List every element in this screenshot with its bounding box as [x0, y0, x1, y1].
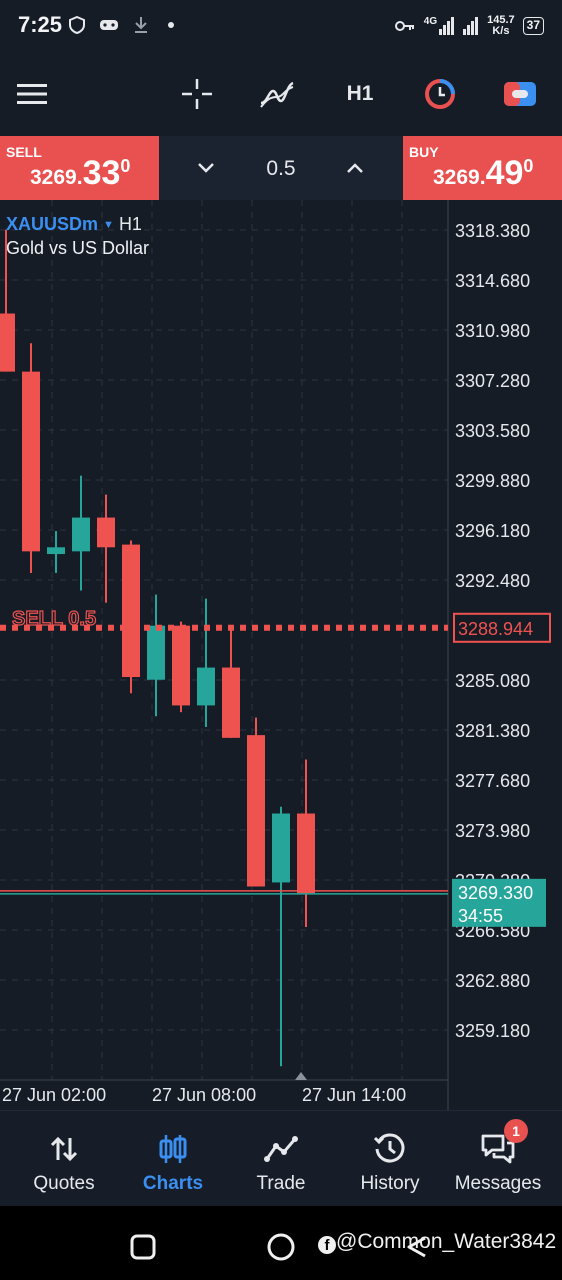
symbol-dropdown-icon: ▼: [103, 219, 114, 231]
current-price-label: 3269.330: [458, 883, 533, 903]
candle-body: [97, 517, 115, 548]
countdown-label: 34:55: [458, 906, 503, 926]
one-click-trading-icon: [504, 82, 536, 106]
trade-panel: SELL 3269.330 0.5 BUY 3269.490: [0, 136, 562, 200]
watermark: f @Common_Water3842: [318, 1230, 556, 1254]
lot-size-value[interactable]: 0.5: [266, 157, 296, 180]
price-tick-label: 3277.680: [455, 771, 530, 791]
crosshair-icon: [182, 79, 212, 109]
price-chart[interactable]: 3318.380 3314.680 3310.980 3307.280 3303.580…: [0, 200, 562, 1110]
sell-button[interactable]: SELL 3269.330: [0, 136, 159, 200]
price-tick-label: 3299.880: [455, 471, 530, 491]
symbol-name: XAUUSDm: [6, 214, 99, 234]
download-icon: [135, 17, 147, 33]
symbol-label[interactable]: XAUUSDm ▼ H1: [6, 214, 142, 235]
status-bar: 7:25 4G 145.7 K/s 37: [0, 0, 562, 52]
candle-body: [147, 625, 165, 680]
battery-indicator: 37: [522, 17, 544, 35]
order-line-label: SELL 0.5: [12, 608, 96, 630]
scroll-marker-icon: [295, 1072, 307, 1080]
candle-body: [0, 313, 15, 372]
home-button[interactable]: [267, 1233, 295, 1261]
candle-body: [197, 667, 215, 706]
price-tick-label: 3307.280: [455, 371, 530, 391]
nav-messages[interactable]: 1 Messages: [442, 1111, 554, 1207]
shield-icon: [69, 16, 85, 34]
messages-badge: 1: [504, 1119, 528, 1143]
nav-charts[interactable]: Charts: [117, 1111, 229, 1207]
timeframe-button[interactable]: H1: [346, 82, 374, 105]
nav-quotes[interactable]: Quotes: [8, 1111, 120, 1207]
price-tick-label: 3262.880: [455, 971, 530, 991]
trade-icon: [263, 1131, 299, 1167]
order-price-label: 3288.944: [458, 619, 533, 639]
price-tick-label: 3314.680: [455, 271, 530, 291]
nav-history[interactable]: History: [334, 1111, 446, 1207]
price-tick-label: 3281.380: [455, 721, 530, 741]
price-tick-label: 3296.180: [455, 521, 530, 541]
key-icon: [394, 21, 414, 31]
gamepad-icon: [100, 20, 118, 30]
buy-price: 3269.490: [433, 154, 534, 192]
price-tick-label: 3259.180: [455, 1021, 530, 1041]
clock-button[interactable]: [422, 76, 458, 112]
time-tick-label: 27 Jun 02:00: [2, 1085, 106, 1105]
time-tick-label: 27 Jun 08:00: [152, 1085, 256, 1105]
candle-body: [247, 735, 265, 887]
order-price-box: [453, 612, 551, 643]
nav-trade[interactable]: Trade: [225, 1111, 337, 1207]
candle-body: [272, 813, 290, 883]
candle-body: [172, 625, 190, 706]
price-tick-label: 3318.380: [455, 221, 530, 241]
back-button[interactable]: [405, 1235, 429, 1259]
chevron-down-icon: [198, 163, 214, 173]
history-icon: [372, 1131, 408, 1167]
messages-icon: [480, 1131, 516, 1167]
one-click-trading-button[interactable]: [502, 76, 538, 112]
sell-label: SELL: [6, 144, 42, 160]
recents-button[interactable]: [130, 1234, 156, 1260]
price-tick-label: 3310.980: [455, 321, 530, 341]
signal-icon-2: [463, 17, 479, 35]
charts-icon: [155, 1131, 191, 1167]
hamburger-icon: [17, 84, 47, 104]
chart-toolbar: H1: [0, 52, 562, 136]
price-tick-label: 3303.580: [455, 421, 530, 441]
price-tick-label: 3292.480: [455, 571, 530, 591]
chevron-up-icon: [347, 163, 363, 173]
candle-body: [22, 371, 40, 552]
candle-body: [72, 517, 90, 552]
price-tick-label: 3273.980: [455, 821, 530, 841]
buy-button[interactable]: BUY 3269.490: [403, 136, 562, 200]
network-type: 4G: [423, 15, 438, 27]
clock-icon: [425, 79, 455, 109]
current-price-box: [452, 878, 546, 927]
dot-icon: [168, 22, 174, 28]
bottom-navigation: Quotes Charts Trade History 1 Messages: [0, 1110, 562, 1206]
candle-body: [297, 813, 315, 894]
candle-body: [222, 667, 240, 738]
candle-body: [47, 547, 65, 555]
sell-price: 3269.330: [30, 154, 131, 192]
menu-button[interactable]: [14, 76, 50, 112]
buy-label: BUY: [409, 144, 439, 160]
candle-body: [122, 544, 140, 678]
lot-decrease-button[interactable]: [192, 154, 220, 182]
system-navigation-bar: f @Common_Water3842: [0, 1206, 562, 1280]
crosshair-button[interactable]: [179, 76, 215, 112]
quotes-icon: [46, 1131, 82, 1167]
network-speed: 145.7 K/s: [487, 14, 515, 37]
price-tick-label: 3285.080: [455, 671, 530, 691]
status-time: 7:25: [18, 12, 63, 37]
facebook-icon: f: [318, 1236, 336, 1254]
signal-icon: [439, 17, 455, 35]
time-tick-label: 27 Jun 14:00: [302, 1085, 406, 1105]
lot-size-stepper: 0.5: [159, 136, 403, 200]
indicator-icon: [260, 81, 294, 108]
symbol-timeframe: H1: [118, 214, 142, 234]
indicators-button[interactable]: [259, 76, 295, 112]
lot-increase-button[interactable]: [341, 154, 369, 182]
symbol-description: Gold vs US Dollar: [6, 238, 150, 258]
